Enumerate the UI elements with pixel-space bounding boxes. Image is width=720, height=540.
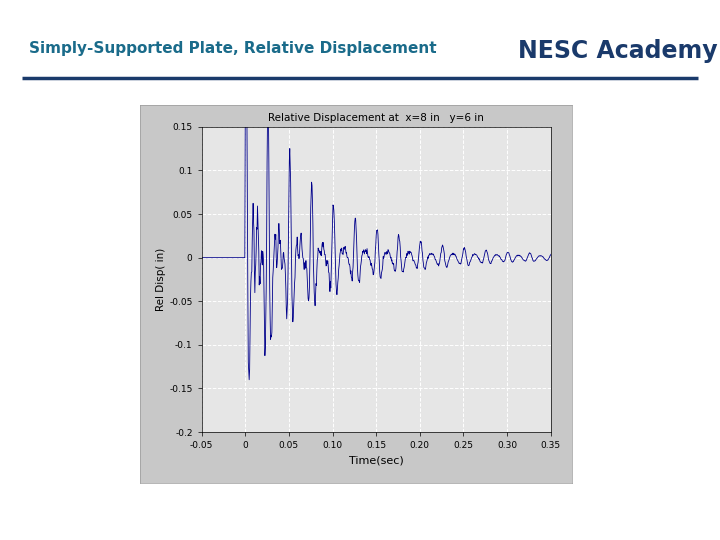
X-axis label: Time(sec): Time(sec) — [348, 456, 404, 465]
Text: NESC Academy: NESC Academy — [518, 39, 718, 63]
Text: Simply-Supported Plate, Relative Displacement: Simply-Supported Plate, Relative Displac… — [29, 41, 436, 56]
Y-axis label: Rel Disp( in): Rel Disp( in) — [156, 248, 166, 311]
Title: Relative Displacement at  x=8 in   y=6 in: Relative Displacement at x=8 in y=6 in — [269, 113, 484, 123]
